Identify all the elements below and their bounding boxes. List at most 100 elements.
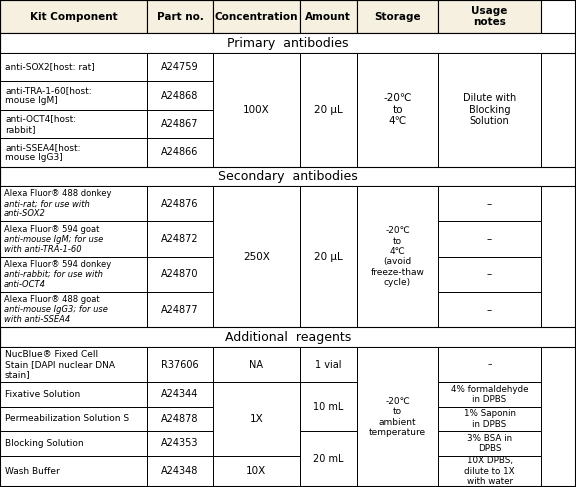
Bar [147, 138, 213, 167]
Bar [438, 407, 541, 431]
Bar [438, 347, 541, 382]
Text: R37606: R37606 [161, 359, 199, 370]
Text: Wash Buffer: Wash Buffer [5, 467, 60, 476]
Text: anti-mouse IgG3; for use: anti-mouse IgG3; for use [4, 305, 108, 314]
Text: A24877: A24877 [161, 305, 199, 315]
Text: –: – [487, 199, 492, 209]
Text: A24348: A24348 [161, 467, 199, 476]
Text: 20 mL: 20 mL [313, 454, 343, 464]
Bar [438, 456, 541, 487]
Bar [0, 0, 147, 33]
Text: with anti-SSEA4: with anti-SSEA4 [4, 315, 70, 324]
Text: 20 μL: 20 μL [314, 252, 343, 262]
Text: Amount: Amount [305, 12, 351, 21]
Text: –: – [487, 305, 492, 315]
Text: Blocking Solution: Blocking Solution [5, 439, 84, 448]
Text: 100X: 100X [243, 105, 270, 115]
Text: anti-SOX2[host: rat]: anti-SOX2[host: rat] [5, 63, 94, 72]
Bar [213, 382, 300, 456]
Text: A24872: A24872 [161, 234, 199, 244]
Text: A24878: A24878 [161, 414, 199, 424]
Text: 1 vial: 1 vial [315, 359, 342, 370]
Bar [0, 431, 147, 456]
Text: 1X: 1X [249, 414, 263, 424]
Text: 10X: 10X [246, 467, 267, 476]
Bar [213, 347, 300, 382]
Text: Alexa Fluor® 594 goat: Alexa Fluor® 594 goat [4, 225, 100, 233]
Text: Kit Component: Kit Component [29, 12, 118, 21]
Bar [213, 186, 300, 327]
Bar [147, 110, 213, 138]
Text: 250X: 250X [243, 252, 270, 262]
Text: –: – [487, 269, 492, 280]
Bar [438, 186, 541, 222]
Bar [438, 382, 541, 407]
Bar [213, 53, 300, 167]
Bar [0, 292, 147, 327]
Text: 20 μL: 20 μL [314, 105, 343, 115]
Bar [0, 81, 147, 110]
Bar [357, 53, 438, 167]
Text: –: – [487, 360, 492, 369]
Bar [147, 456, 213, 487]
Text: NucBlue® Fixed Cell
Stain [DAPI nuclear DNA
stain]: NucBlue® Fixed Cell Stain [DAPI nuclear … [5, 350, 115, 379]
Bar [147, 431, 213, 456]
Bar [300, 347, 357, 382]
Bar [357, 347, 438, 487]
Bar [147, 222, 213, 257]
Text: A24866: A24866 [161, 148, 199, 157]
Bar [147, 257, 213, 292]
Text: -20℃
to
4℃
(avoid
freeze-thaw
cycle): -20℃ to 4℃ (avoid freeze-thaw cycle) [370, 226, 425, 287]
Text: anti-TRA-1-60[host:
mouse IgM]: anti-TRA-1-60[host: mouse IgM] [5, 86, 92, 105]
Text: Alexa Fluor® 488 goat: Alexa Fluor® 488 goat [4, 295, 100, 304]
Text: anti-SOX2: anti-SOX2 [4, 209, 46, 218]
Bar [438, 292, 541, 327]
Bar [0, 167, 576, 186]
Bar [0, 407, 147, 431]
Text: 10 mL: 10 mL [313, 402, 343, 412]
Bar [0, 456, 147, 487]
Bar [300, 186, 357, 327]
Bar [357, 186, 438, 327]
Text: 4% formaldehyde
in DPBS: 4% formaldehyde in DPBS [451, 385, 528, 404]
Text: anti-SSEA4[host:
mouse IgG3]: anti-SSEA4[host: mouse IgG3] [5, 143, 81, 162]
Bar [438, 222, 541, 257]
Text: -20℃
to
4℃: -20℃ to 4℃ [383, 93, 412, 126]
Text: Concentration: Concentration [215, 12, 298, 21]
Bar [213, 0, 300, 33]
Bar [0, 347, 147, 382]
Text: Additional  reagents: Additional reagents [225, 331, 351, 343]
Text: Storage: Storage [374, 12, 420, 21]
Text: A24870: A24870 [161, 269, 199, 280]
Text: A24868: A24868 [161, 91, 199, 100]
Text: Fixative Solution: Fixative Solution [5, 390, 80, 399]
Bar [438, 0, 541, 33]
Text: Part no.: Part no. [157, 12, 203, 21]
Bar [0, 110, 147, 138]
Bar [147, 0, 213, 33]
Bar [0, 186, 147, 222]
Bar [147, 292, 213, 327]
Text: Alexa Fluor® 594 donkey: Alexa Fluor® 594 donkey [4, 260, 111, 269]
Bar [0, 382, 147, 407]
Bar [300, 53, 357, 167]
Text: Permeabilization Solution S: Permeabilization Solution S [5, 414, 129, 423]
Text: anti-mouse IgM; for use: anti-mouse IgM; for use [4, 235, 103, 244]
Text: A24759: A24759 [161, 62, 199, 72]
Text: –: – [487, 234, 492, 244]
Text: 10X DPBS,
dilute to 1X
with water: 10X DPBS, dilute to 1X with water [464, 456, 515, 486]
Text: Primary  antibodies: Primary antibodies [228, 37, 348, 50]
Text: Secondary  antibodies: Secondary antibodies [218, 170, 358, 183]
Bar [0, 327, 576, 347]
Text: anti-OCT4[host:
rabbit]: anti-OCT4[host: rabbit] [5, 114, 76, 133]
Text: -20℃
to
ambient
temperature: -20℃ to ambient temperature [369, 397, 426, 437]
Bar [0, 53, 147, 81]
Text: A24344: A24344 [161, 390, 199, 399]
Bar [0, 257, 147, 292]
Text: 3% BSA in
DPBS: 3% BSA in DPBS [467, 434, 512, 453]
Bar [147, 53, 213, 81]
Text: Alexa Fluor® 488 donkey: Alexa Fluor® 488 donkey [4, 189, 112, 198]
Bar [300, 382, 357, 431]
Bar [357, 0, 438, 33]
Bar [213, 456, 300, 487]
